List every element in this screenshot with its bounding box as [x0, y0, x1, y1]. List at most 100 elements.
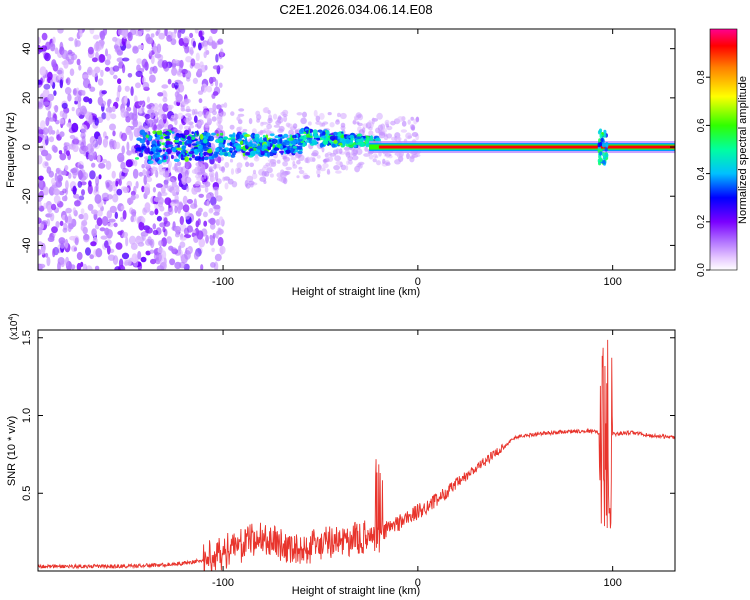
- spectrogram-cell: [211, 76, 217, 83]
- spectrogram-cell: [322, 131, 326, 136]
- spectrogram-cell: [81, 189, 85, 196]
- spectrogram-cell: [214, 79, 219, 87]
- spectrogram-cell: [47, 71, 53, 81]
- spectrogram-cell: [256, 145, 263, 150]
- spectrogram-cell: [138, 152, 144, 158]
- spectrogram-cell: [292, 123, 298, 129]
- spectrogram-cell: [342, 140, 346, 146]
- spectrogram-cell: [315, 115, 320, 122]
- spectrogram-cell: [116, 57, 124, 63]
- spectrogram-cell: [224, 182, 229, 190]
- spectrogram-cell: [182, 72, 186, 78]
- spectrogram-cell: [415, 153, 421, 157]
- spectrogram-cell: [335, 148, 340, 155]
- spectrogram-cell: [212, 110, 217, 116]
- spectrogram-cell: [138, 221, 145, 231]
- spectrogram-cell: [232, 132, 236, 138]
- spectrogram-cell: [74, 200, 81, 207]
- spectrogram-cell: [287, 145, 291, 150]
- spectrogram-cell: [205, 193, 211, 201]
- spectrogram-cell: [236, 162, 243, 169]
- spectrogram-cell: [140, 256, 147, 263]
- spectrogram-cell: [296, 159, 301, 165]
- spectrogram-cell: [247, 141, 253, 148]
- spectrogram-cell: [40, 45, 48, 52]
- carrier-band-core: [378, 145, 675, 149]
- spectrogram-cell: [171, 180, 177, 188]
- spectrogram-cell: [87, 83, 92, 89]
- spectrogram-cell: [144, 147, 150, 154]
- spectrogram-cell: [112, 130, 116, 137]
- spectrogram-cell: [156, 43, 162, 54]
- spectrogram-cell: [97, 135, 103, 146]
- spectrogram-cell: [248, 118, 253, 125]
- spectrogram-cell: [385, 152, 390, 159]
- spectrogram-cell: [364, 146, 368, 152]
- spectrogram-cell: [51, 203, 57, 211]
- spectrogram-cell: [162, 149, 166, 152]
- spectrogram-cell: [203, 114, 207, 119]
- spectrogram-cell: [52, 36, 56, 44]
- spectrogram-cell: [184, 160, 191, 167]
- spectrogram-cell: [64, 215, 69, 223]
- spectrogram-cell: [171, 146, 177, 153]
- spectrogram-cell: [209, 239, 215, 246]
- spectrogram-cell: [61, 49, 69, 60]
- spectrogram-cell: [175, 93, 183, 102]
- spectrogram-cell: [142, 137, 146, 141]
- spectrogram-cell: [278, 125, 285, 132]
- spectrogram-cell: [78, 213, 84, 220]
- snr-y-tick-label: 1.0: [21, 408, 33, 423]
- spectrogram-cell: [200, 264, 204, 270]
- spectrogram-cell: [279, 177, 284, 182]
- spectrogram-y-tick-label: -20: [21, 188, 33, 204]
- spectrogram-cell: [235, 145, 242, 149]
- spectrogram-cell: [285, 149, 292, 154]
- spectrogram-cell: [132, 46, 139, 54]
- spectrogram-cell: [355, 112, 362, 119]
- spectrogram-cell: [230, 138, 236, 144]
- spectrogram-cell: [177, 144, 180, 148]
- spectrogram-cell: [236, 116, 241, 122]
- spectrogram-cell: [88, 180, 92, 187]
- spectrogram-cell: [153, 197, 160, 202]
- spectrogram-cell: [97, 154, 101, 163]
- spectrogram-cell: [170, 154, 174, 160]
- spectrogram-cell: [55, 167, 60, 174]
- spectrogram-cell: [602, 143, 606, 148]
- spectrogram-cell: [51, 144, 57, 152]
- spectrogram-cell: [193, 198, 197, 208]
- spectrogram-cell: [152, 111, 160, 117]
- spectrogram-cell: [166, 132, 171, 136]
- spectrogram-cell: [209, 217, 216, 225]
- spectrogram-cell: [211, 116, 217, 122]
- spectrogram-cell: [56, 69, 63, 75]
- spectrogram-cell: [198, 42, 202, 51]
- spectrogram-cell: [106, 222, 114, 228]
- spectrogram-cell: [83, 96, 90, 103]
- spectrogram-cell: [86, 69, 92, 74]
- spectrogram-cell: [131, 253, 138, 264]
- spectrogram-cell: [176, 166, 184, 173]
- spectrogram-cell: [303, 174, 311, 179]
- spectrogram-cell: [147, 138, 152, 141]
- spectrogram-cell: [144, 202, 151, 211]
- spectrogram-cell: [227, 151, 232, 157]
- spectrogram-cell: [39, 66, 47, 76]
- spectrogram-cell: [61, 60, 68, 66]
- spectrogram-cell: [212, 102, 217, 112]
- spectrogram-cell: [313, 132, 317, 137]
- spectrogram-cell: [279, 138, 283, 144]
- spectrogram-cell: [259, 176, 267, 182]
- spectrogram-cell: [599, 157, 603, 162]
- snr-series-line: [38, 339, 675, 571]
- spectrogram-cell: [219, 48, 224, 58]
- spectrogram-cell: [135, 70, 143, 78]
- spectrogram-cell: [156, 265, 165, 270]
- spectrogram-cell: [152, 223, 157, 230]
- spectrogram-cell: [318, 112, 325, 120]
- spectrogram-cell: [316, 155, 321, 159]
- spectrogram-cell: [597, 130, 602, 135]
- spectrogram-cell: [208, 153, 213, 157]
- spectrogram-cell: [320, 135, 327, 139]
